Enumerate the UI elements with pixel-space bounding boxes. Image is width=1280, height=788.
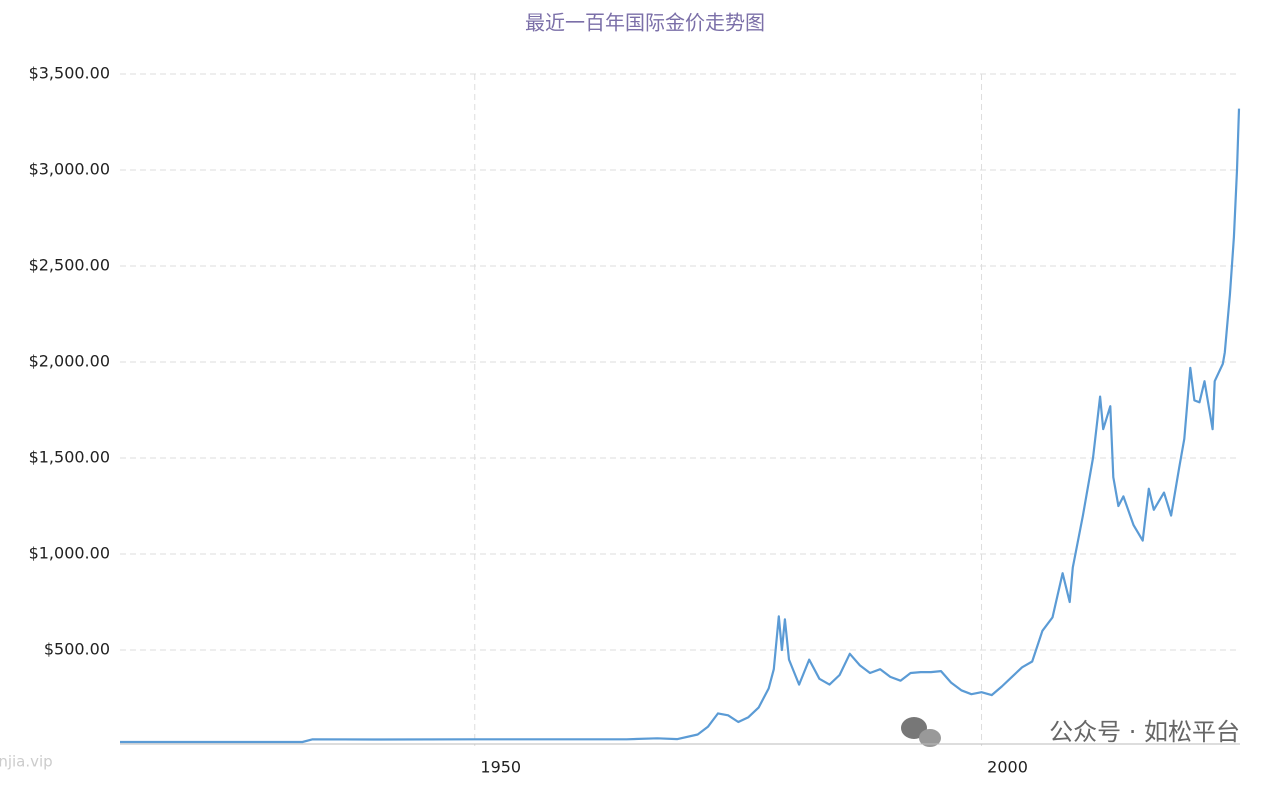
watermark: 公众号 · 如松平台 — [1049, 718, 1240, 746]
price-line — [120, 108, 1241, 744]
y-tick-label: $3,500.00 — [29, 64, 110, 83]
y-tick-label: $1,000.00 — [29, 544, 110, 563]
y-tick-label: $2,000.00 — [29, 352, 110, 371]
x-tick-label: 1950 — [480, 758, 521, 777]
y-tick-label: $2,500.00 — [29, 256, 110, 275]
y-tick-label: $500.00 — [44, 640, 110, 659]
x-tick-label: 2000 — [987, 758, 1028, 777]
y-tick-label: $1,500.00 — [29, 448, 110, 467]
wechat-icon — [901, 717, 941, 747]
chart-title: 最近一百年国际金价走势图 — [525, 11, 765, 35]
source-watermark: jinjia.vip — [0, 753, 53, 771]
y-tick-label: $3,000.00 — [29, 160, 110, 179]
